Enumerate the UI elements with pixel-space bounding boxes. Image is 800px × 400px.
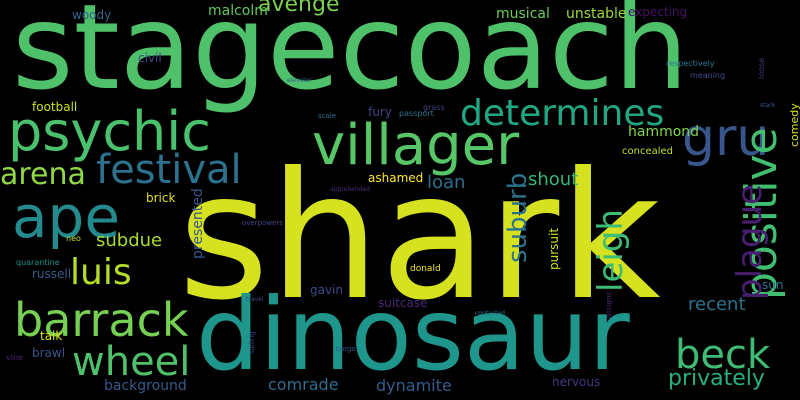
cloud-word: expecting xyxy=(628,5,688,19)
cloud-word: vine xyxy=(6,353,23,362)
cloud-word: neo xyxy=(66,234,81,243)
cloud-word: loose xyxy=(757,57,766,79)
cloud-word: concealed xyxy=(622,146,674,157)
cloud-word: fury xyxy=(368,105,392,119)
cloud-word: privately xyxy=(668,366,765,391)
cloud-word: wheel xyxy=(72,339,191,385)
cloud-word: suitcase xyxy=(378,296,428,310)
cloud-word: respectively xyxy=(666,59,715,68)
cloud-word: talk xyxy=(40,329,63,343)
cloud-word: contacted xyxy=(475,310,505,317)
cloud-word: grass xyxy=(423,103,445,112)
cloud-word: dynamite xyxy=(376,376,452,395)
cloud-word: beck xyxy=(675,332,771,378)
cloud-word: russell xyxy=(32,267,72,281)
cloud-word: luis xyxy=(70,252,132,293)
cloud-word: gavin xyxy=(310,283,344,297)
cloud-word: psychic xyxy=(8,100,211,163)
cloud-word: arena xyxy=(0,157,86,192)
cloud-word: woody xyxy=(72,8,112,22)
cloud-word: brawl xyxy=(32,346,66,360)
cloud-word: gru xyxy=(682,108,770,168)
cloud-word: barrack xyxy=(14,293,189,347)
cloud-word: villager xyxy=(312,113,520,178)
cloud-word: ashamed xyxy=(368,171,424,185)
cloud-word: stagecoach xyxy=(12,0,689,116)
cloud-word: leigh xyxy=(591,209,631,292)
cloud-word: scale xyxy=(318,112,337,120)
cloud-word: pursuit xyxy=(547,227,561,270)
cloud-word: shout xyxy=(528,169,579,190)
cloud-word: background xyxy=(104,378,187,394)
cloud-word: dinosaur xyxy=(196,276,630,393)
cloud-word: nervous xyxy=(552,375,601,389)
cloud-word: donald xyxy=(410,264,441,274)
cloud-word: quarantine xyxy=(16,258,60,267)
cloud-word: travel xyxy=(246,296,264,303)
cloud-word: ape xyxy=(12,183,121,251)
cloud-word: passport xyxy=(399,109,434,118)
cloud-word: presented xyxy=(190,188,206,259)
cloud-word: football xyxy=(32,100,78,114)
cloud-word: subdue xyxy=(96,230,163,251)
cloud-word: elevator xyxy=(287,77,312,84)
cloud-word: unstable xyxy=(566,6,627,22)
cloud-word: civil xyxy=(138,51,162,65)
cloud-word: festival xyxy=(96,147,242,193)
cloud-word: determines xyxy=(460,93,665,134)
cloud-word: stark xyxy=(760,102,776,109)
cloud-word: musical xyxy=(496,6,550,22)
cloud-word: comrade xyxy=(268,375,339,394)
cloud-word: apprehended xyxy=(330,186,370,193)
cloud-word: sailing xyxy=(248,331,256,354)
cloud-word: hammond xyxy=(628,124,700,140)
cloud-word: sun xyxy=(762,278,784,292)
cloud-word: recent xyxy=(688,294,746,315)
cloud-word: overpowers xyxy=(242,219,283,227)
cloud-word: assigns xyxy=(605,291,613,318)
cloud-word: avenge xyxy=(258,0,340,17)
cloud-word: malcolm xyxy=(208,3,268,19)
cloud-word: shark xyxy=(178,136,661,339)
cloud-word: loan xyxy=(427,172,466,193)
cloud-word: brick xyxy=(146,191,176,205)
cloud-word: cargo xyxy=(336,345,356,353)
cloud-word: comedy xyxy=(788,103,800,147)
cloud-word: meaning xyxy=(690,71,726,80)
